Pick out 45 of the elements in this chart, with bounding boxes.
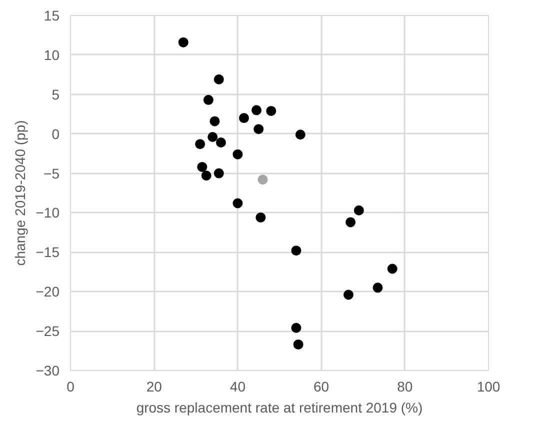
point bbox=[295, 130, 306, 140]
y-tick-label: 10 bbox=[44, 46, 60, 63]
x-tick-label: 0 bbox=[66, 378, 75, 394]
point bbox=[346, 217, 356, 228]
point bbox=[343, 290, 354, 300]
point bbox=[195, 139, 206, 150]
point bbox=[232, 198, 243, 208]
point bbox=[291, 246, 302, 256]
y-tick-label: −25 bbox=[36, 323, 60, 340]
x-tick-label: 100 bbox=[476, 378, 500, 394]
point bbox=[214, 168, 224, 178]
point bbox=[232, 149, 243, 160]
x-tick-label: 60 bbox=[314, 378, 330, 394]
point bbox=[266, 106, 276, 116]
point bbox=[256, 212, 266, 222]
point bbox=[203, 94, 214, 105]
point bbox=[210, 116, 220, 126]
point bbox=[387, 264, 398, 274]
point bbox=[214, 74, 224, 84]
y-tick-label: −5 bbox=[44, 165, 60, 182]
point bbox=[293, 339, 304, 350]
point bbox=[258, 174, 268, 185]
point bbox=[201, 170, 212, 181]
point bbox=[354, 205, 364, 216]
x-tick-label: 80 bbox=[397, 378, 413, 394]
point bbox=[238, 113, 249, 124]
y-tick-label: 5 bbox=[52, 86, 60, 102]
point bbox=[252, 105, 262, 116]
y-tick-label: −10 bbox=[36, 204, 60, 221]
y-tick-label: −30 bbox=[36, 362, 60, 378]
y-tick-label: 0 bbox=[52, 126, 60, 142]
y-axis-title: change 2019-2040 (pp) bbox=[12, 120, 28, 266]
point bbox=[372, 282, 383, 293]
x-tick-label: 20 bbox=[146, 378, 162, 394]
x-tick-label: 40 bbox=[230, 378, 246, 394]
y-tick-label: −15 bbox=[36, 244, 60, 260]
point bbox=[291, 322, 302, 333]
y-tick-label: 15 bbox=[44, 8, 60, 24]
point bbox=[216, 138, 226, 148]
point bbox=[254, 124, 264, 134]
point bbox=[208, 132, 218, 142]
x-axis-title: gross replacement rate at retirement 2019 (%) bbox=[136, 400, 423, 416]
point bbox=[178, 37, 188, 48]
point bbox=[197, 162, 208, 172]
y-tick-label: −20 bbox=[36, 284, 60, 300]
